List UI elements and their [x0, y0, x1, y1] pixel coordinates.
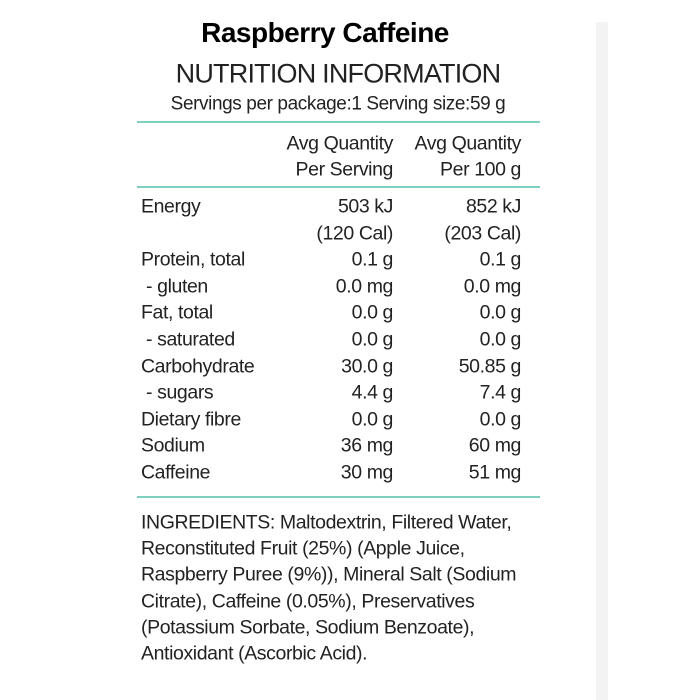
per-100g: 0.0 g: [479, 328, 522, 351]
divider: [137, 121, 540, 123]
per-serving: 4.4 g: [351, 381, 394, 404]
divider: [137, 496, 540, 498]
subtitle: NUTRITION INFORMATION: [175, 58, 501, 89]
per-100g: 0.0 mg: [463, 275, 522, 298]
per-100g: 0.0 g: [479, 408, 522, 431]
per-serving: 0.0 g: [351, 328, 394, 351]
ingredients-line: Reconstituted Fruit (25%) (Apple Juice,: [141, 537, 465, 560]
column-header: Avg Quantity: [286, 132, 394, 155]
ingredients-line: Citrate), Caffeine (0.05%), Preservative…: [141, 589, 475, 612]
per-100g: (203 Cal): [444, 221, 521, 244]
per-serving: 503 kJ: [337, 195, 393, 218]
per-100g: 0.1 g: [479, 248, 522, 271]
per-100g: 852 kJ: [465, 195, 521, 218]
row-label: - saturated: [141, 328, 235, 351]
per-serving: 0.1 g: [351, 248, 394, 271]
per-serving: (120 Cal): [316, 221, 393, 244]
per-100g: 0.0 g: [479, 301, 522, 324]
row-label: Energy: [141, 195, 201, 218]
row-label: Caffeine: [141, 461, 211, 484]
row-label: Dietary fibre: [141, 408, 241, 431]
per-serving: 0.0 g: [351, 301, 394, 324]
side-strip: [596, 22, 608, 700]
per-serving: 36 mg: [340, 434, 394, 457]
column-header: Per Serving: [295, 158, 394, 181]
servings: Servings per package:1 Serving size:59 g: [170, 93, 506, 115]
per-serving: 0.0 mg: [335, 275, 394, 298]
row-label: Carbohydrate: [141, 354, 255, 377]
per-100g: 60 mg: [468, 434, 522, 457]
ingredients-line: Antioxidant (Ascorbic Acid).: [141, 642, 368, 665]
column-header: Per 100 g: [440, 158, 521, 181]
per-100g: 50.85 g: [458, 354, 522, 377]
column-header: Avg Quantity: [414, 132, 522, 155]
row-label: Protein, total: [141, 248, 245, 271]
ingredients-line: (Potassium Sorbate, Sodium Benzoate),: [141, 616, 475, 639]
row-label: Sodium: [141, 434, 205, 457]
divider: [137, 186, 540, 188]
row-label: - gluten: [141, 275, 208, 298]
per-serving: 0.0 g: [351, 408, 394, 431]
per-serving: 30 mg: [340, 461, 394, 484]
ingredients-line: INGREDIENTS: Maltodextrin, Filtered Wate…: [141, 511, 512, 534]
per-serving: 30.0 g: [341, 354, 393, 377]
title: Raspberry Caffeine: [201, 17, 449, 48]
per-100g: 51 mg: [468, 461, 522, 484]
row-label: - sugars: [141, 381, 214, 404]
row-label: Fat, total: [141, 301, 213, 324]
ingredients-line: Raspberry Puree (9%)), Mineral Salt (Sod…: [141, 563, 517, 586]
per-100g: 7.4 g: [479, 381, 522, 404]
